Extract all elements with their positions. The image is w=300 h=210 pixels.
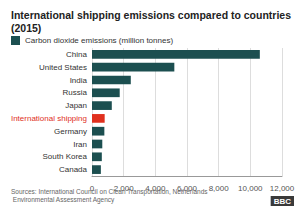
svg-text:12,000: 12,000 xyxy=(270,184,295,193)
svg-text:Japan: Japan xyxy=(65,101,87,110)
svg-text:South Korea: South Korea xyxy=(43,152,88,161)
svg-text:10,000: 10,000 xyxy=(238,184,263,193)
svg-text:Carbon dioxide emissions (mill: Carbon dioxide emissions (million tonnes… xyxy=(25,36,173,45)
svg-text:China: China xyxy=(66,50,87,59)
svg-text:International shipping: International shipping xyxy=(11,114,87,123)
svg-text:BBC: BBC xyxy=(274,197,292,206)
svg-text:Russia: Russia xyxy=(63,88,88,97)
svg-text:Environmental Assessment Agenc: Environmental Assessment Agency xyxy=(11,196,115,204)
svg-text:Germany: Germany xyxy=(54,127,87,136)
svg-text:(2015): (2015) xyxy=(11,22,41,34)
svg-text:Sources: International Council: Sources: International Council on Clean … xyxy=(11,188,208,196)
svg-text:Canada: Canada xyxy=(59,165,88,174)
svg-text:Iran: Iran xyxy=(73,140,87,149)
svg-text:United States: United States xyxy=(39,63,87,72)
svg-text:International shipping emissio: International shipping emissions compare… xyxy=(11,9,294,21)
svg-text:India: India xyxy=(70,76,88,85)
svg-text:8,000: 8,000 xyxy=(209,184,230,193)
